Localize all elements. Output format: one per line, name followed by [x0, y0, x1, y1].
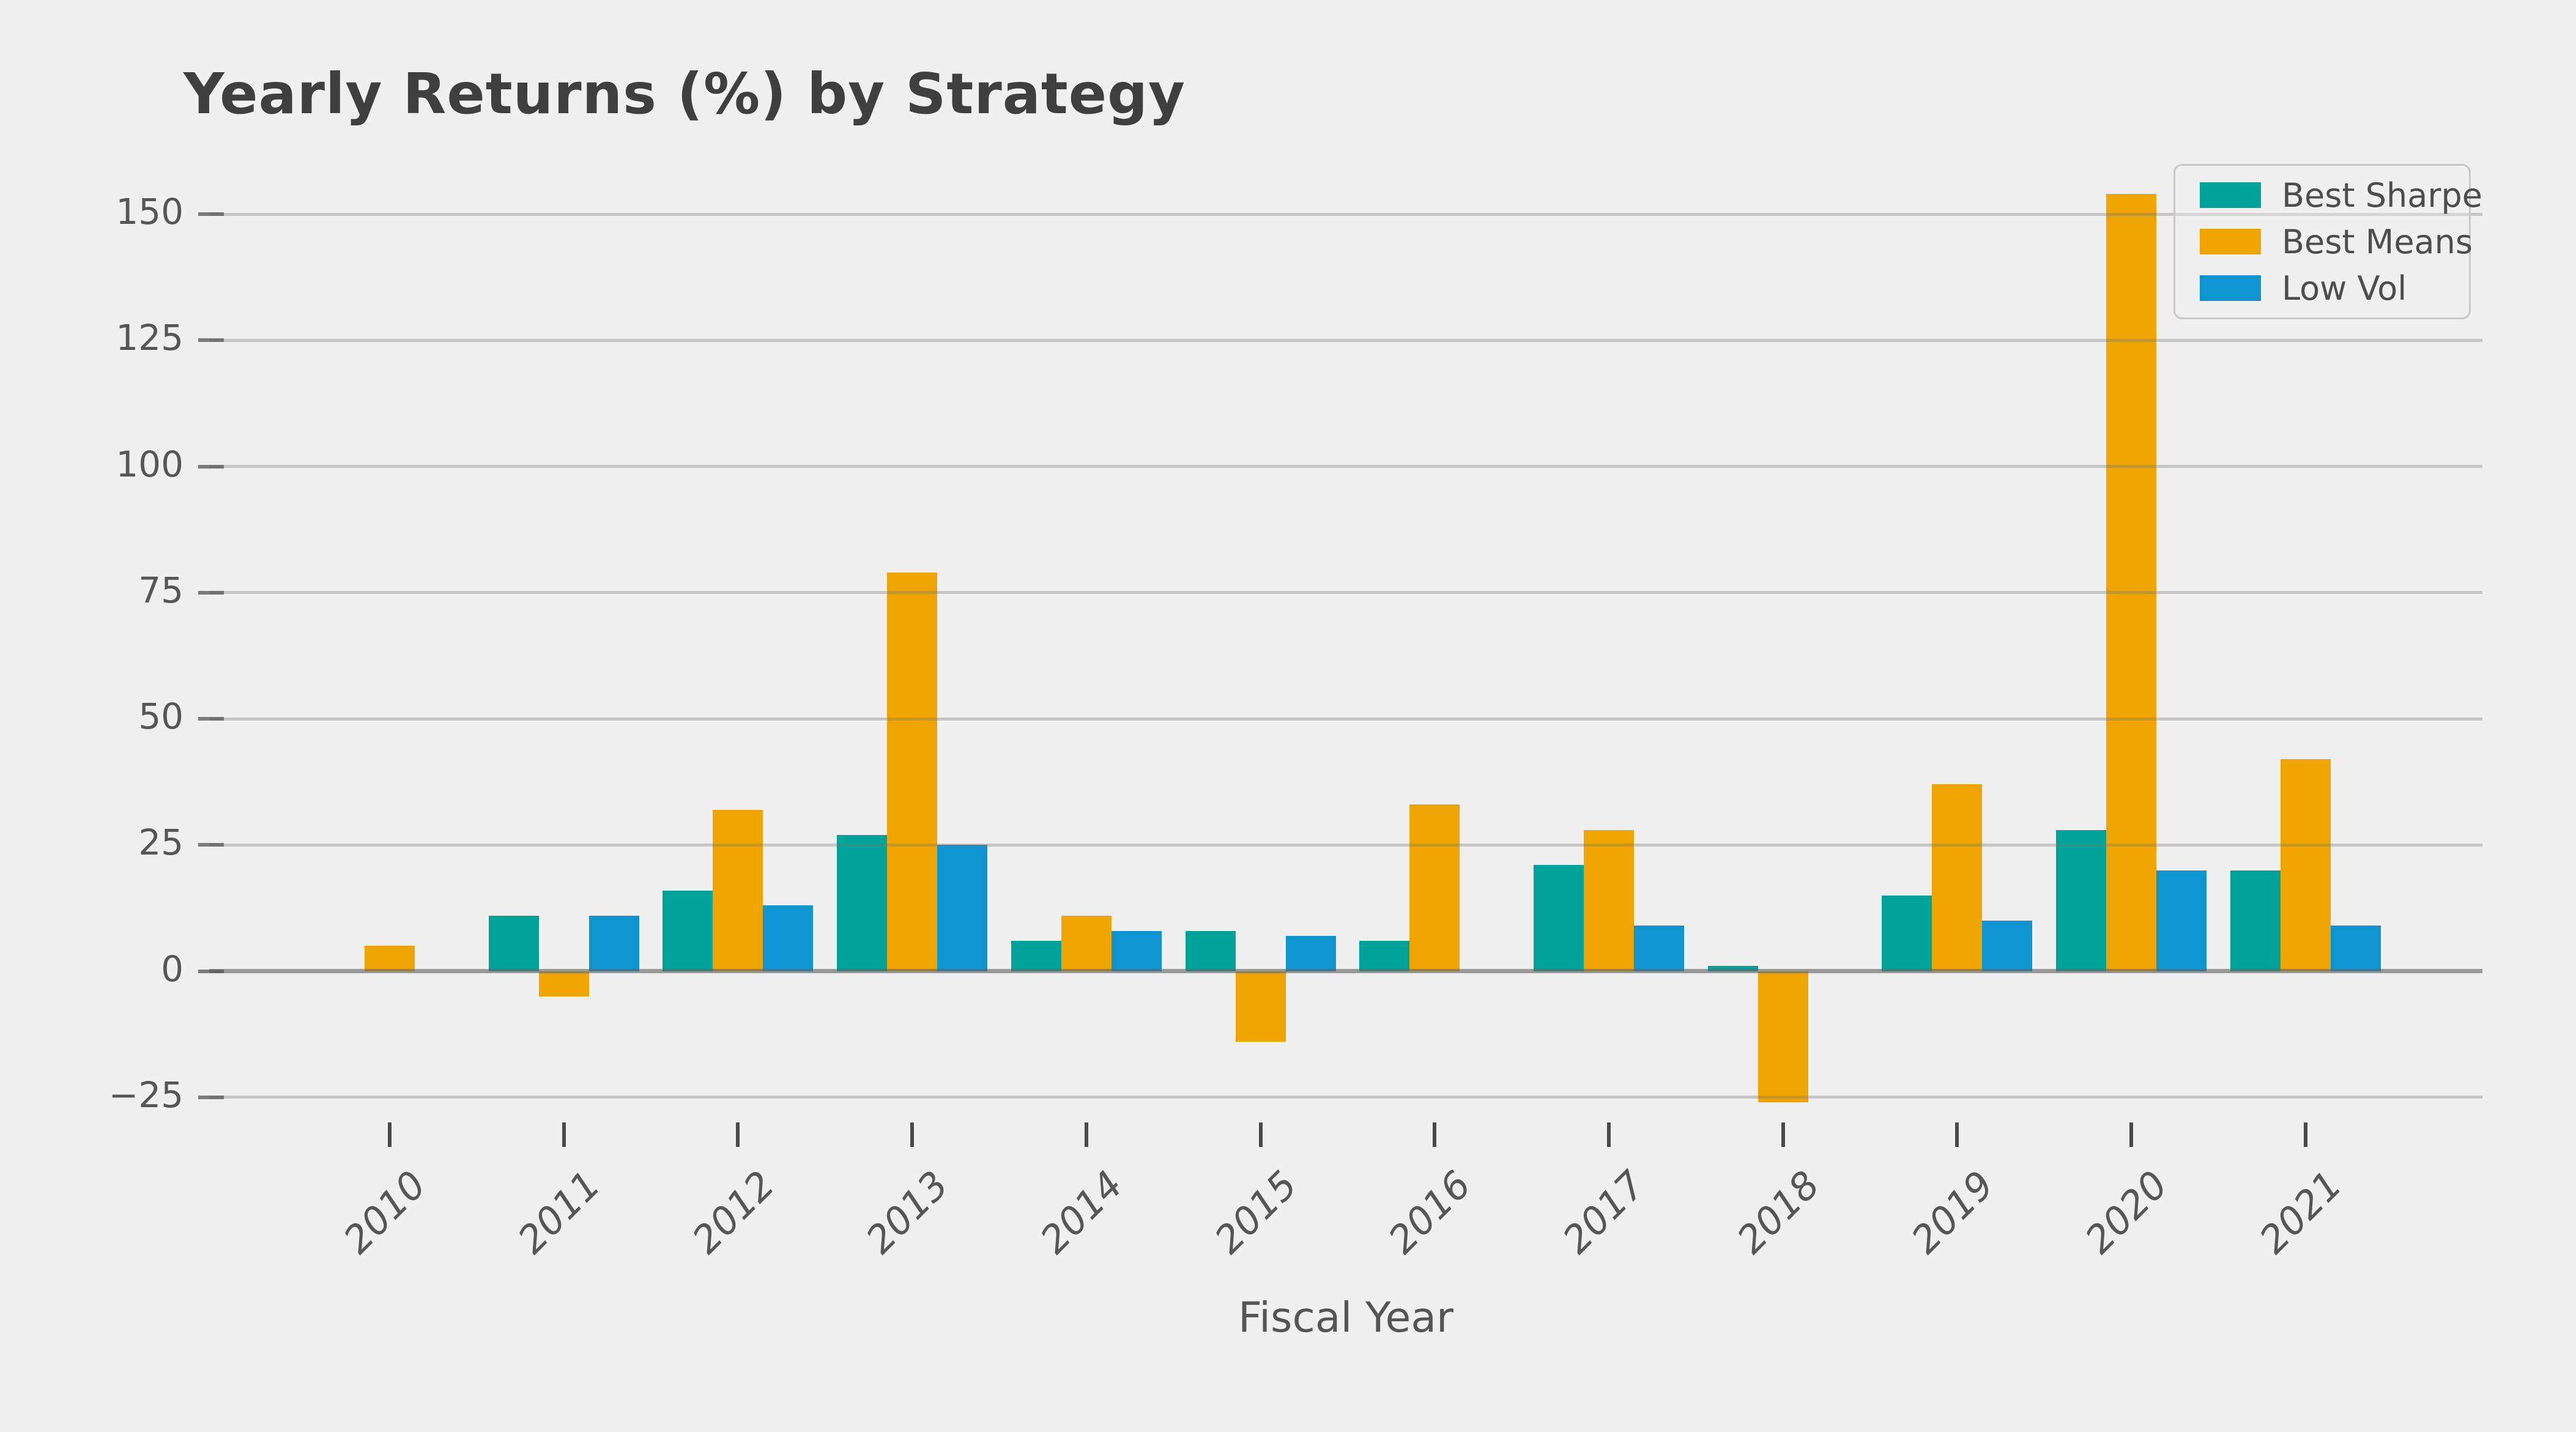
x-tick-2014	[1084, 1122, 1088, 1147]
bar-low-vol-2021	[2330, 926, 2381, 971]
gridline-75	[209, 591, 2482, 595]
y-tick-50	[198, 717, 224, 721]
x-tick-2010	[388, 1122, 392, 1147]
bar-low-vol-2012	[763, 905, 814, 971]
gridline-25	[209, 843, 2482, 847]
bar-best-means-2010	[365, 946, 415, 971]
y-tick-label-0: 0	[161, 948, 184, 990]
x-axis-title: Fiscal Year	[1238, 1294, 1454, 1342]
bar-best-sharpe-2011	[488, 915, 539, 971]
legend-label-best-means: Best Means	[2282, 222, 2473, 261]
y-tick-label-150: 150	[116, 191, 184, 232]
bar-best-means-2021	[2280, 759, 2331, 971]
y-tick-100	[198, 464, 224, 469]
y-tick-label-125: 125	[116, 317, 184, 359]
legend-label-best-sharpe: Best Sharpe	[2282, 176, 2483, 215]
x-tick-label-2021: 2021	[2251, 1162, 2351, 1263]
bar-best-means-2020	[2106, 194, 2156, 971]
bar-best-means-2016	[1409, 804, 1460, 971]
x-tick-2019	[1955, 1122, 1959, 1147]
y-tick-125	[198, 338, 224, 343]
x-tick-2013	[910, 1122, 915, 1147]
y-tick-label--25: −25	[108, 1074, 184, 1116]
x-tick-2020	[2129, 1122, 2133, 1147]
bar-best-means-2012	[713, 809, 763, 971]
bar-low-vol-2013	[937, 845, 988, 971]
bar-best-means-2014	[1061, 915, 1112, 971]
chart-title: Yearly Returns (%) by Strategy	[184, 61, 1186, 127]
legend-swatch-best-means	[2200, 229, 2261, 254]
gridline--25	[209, 1096, 2482, 1099]
y-tick-label-50: 50	[138, 696, 184, 737]
bar-low-vol-2017	[1633, 926, 1684, 971]
x-tick-label-2019: 2019	[1902, 1162, 2002, 1263]
bar-best-sharpe-2020	[2056, 829, 2106, 971]
y-tick-25	[198, 843, 224, 847]
bar-low-vol-2019	[1982, 921, 2033, 971]
x-tick-2017	[1606, 1122, 1611, 1147]
legend-row-best-means: Best Means	[2175, 222, 2473, 261]
y-tick-0	[198, 969, 224, 973]
y-tick-150	[198, 212, 224, 216]
y-tick-label-25: 25	[138, 822, 184, 864]
x-tick-2011	[562, 1122, 566, 1147]
x-tick-label-2020: 2020	[2076, 1162, 2177, 1263]
gridline-125	[209, 338, 2482, 342]
y-tick-label-75: 75	[138, 569, 184, 611]
x-tick-label-2014: 2014	[1031, 1162, 1132, 1263]
bar-best-means-2017	[1583, 829, 1634, 971]
bar-low-vol-2011	[588, 915, 639, 971]
x-tick-2012	[736, 1122, 740, 1147]
x-tick-label-2012: 2012	[683, 1162, 784, 1263]
bar-best-means-2018	[1758, 971, 1808, 1102]
x-tick-label-2010: 2010	[335, 1162, 435, 1263]
bar-best-sharpe-2019	[1882, 895, 1932, 971]
gridline-0	[209, 969, 2482, 973]
legend: Best Sharpe Best Means Low Vol	[2173, 164, 2482, 319]
bar-best-sharpe-2012	[663, 890, 713, 971]
bar-best-means-2013	[887, 572, 938, 971]
x-tick-label-2011: 2011	[509, 1162, 609, 1263]
gridline-150	[209, 212, 2482, 216]
x-tick-2018	[1781, 1122, 1785, 1147]
bar-best-means-2011	[538, 971, 589, 996]
bar-best-sharpe-2017	[1533, 865, 1584, 971]
gridline-50	[209, 717, 2482, 721]
x-tick-label-2018: 2018	[1728, 1162, 1828, 1263]
legend-row-best-sharpe: Best Sharpe	[2175, 176, 2482, 215]
legend-row-low-vol: Low Vol	[2175, 269, 2469, 308]
gridline-100	[209, 465, 2482, 468]
y-tick-label-100: 100	[116, 443, 184, 485]
legend-label-low-vol: Low Vol	[2282, 269, 2407, 308]
bar-low-vol-2015	[1285, 935, 1336, 971]
x-tick-2015	[1258, 1122, 1263, 1147]
bar-best-sharpe-2013	[837, 834, 888, 971]
bar-best-sharpe-2021	[2230, 870, 2281, 971]
y-tick-75	[198, 590, 224, 595]
x-tick-2021	[2303, 1122, 2307, 1147]
x-tick-label-2015: 2015	[1205, 1162, 1306, 1263]
bar-low-vol-2020	[2156, 870, 2207, 971]
legend-swatch-best-sharpe	[2200, 182, 2261, 208]
y-tick--25	[198, 1095, 224, 1099]
legend-swatch-low-vol	[2200, 275, 2261, 301]
bar-best-means-2015	[1235, 971, 1286, 1042]
x-tick-2016	[1433, 1122, 1437, 1147]
bar-best-means-2019	[1932, 784, 1983, 971]
bar-best-sharpe-2015	[1185, 930, 1236, 971]
bar-best-sharpe-2014	[1011, 941, 1061, 971]
x-tick-label-2013: 2013	[857, 1162, 957, 1263]
x-tick-label-2016: 2016	[1379, 1162, 1480, 1263]
bar-best-sharpe-2018	[1707, 966, 1758, 971]
bar-low-vol-2014	[1111, 930, 1162, 971]
x-tick-label-2017: 2017	[1554, 1162, 1654, 1263]
bar-best-sharpe-2016	[1359, 941, 1410, 971]
